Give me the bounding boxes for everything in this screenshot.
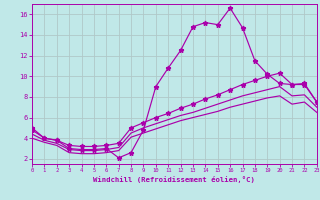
- X-axis label: Windchill (Refroidissement éolien,°C): Windchill (Refroidissement éolien,°C): [93, 176, 255, 183]
